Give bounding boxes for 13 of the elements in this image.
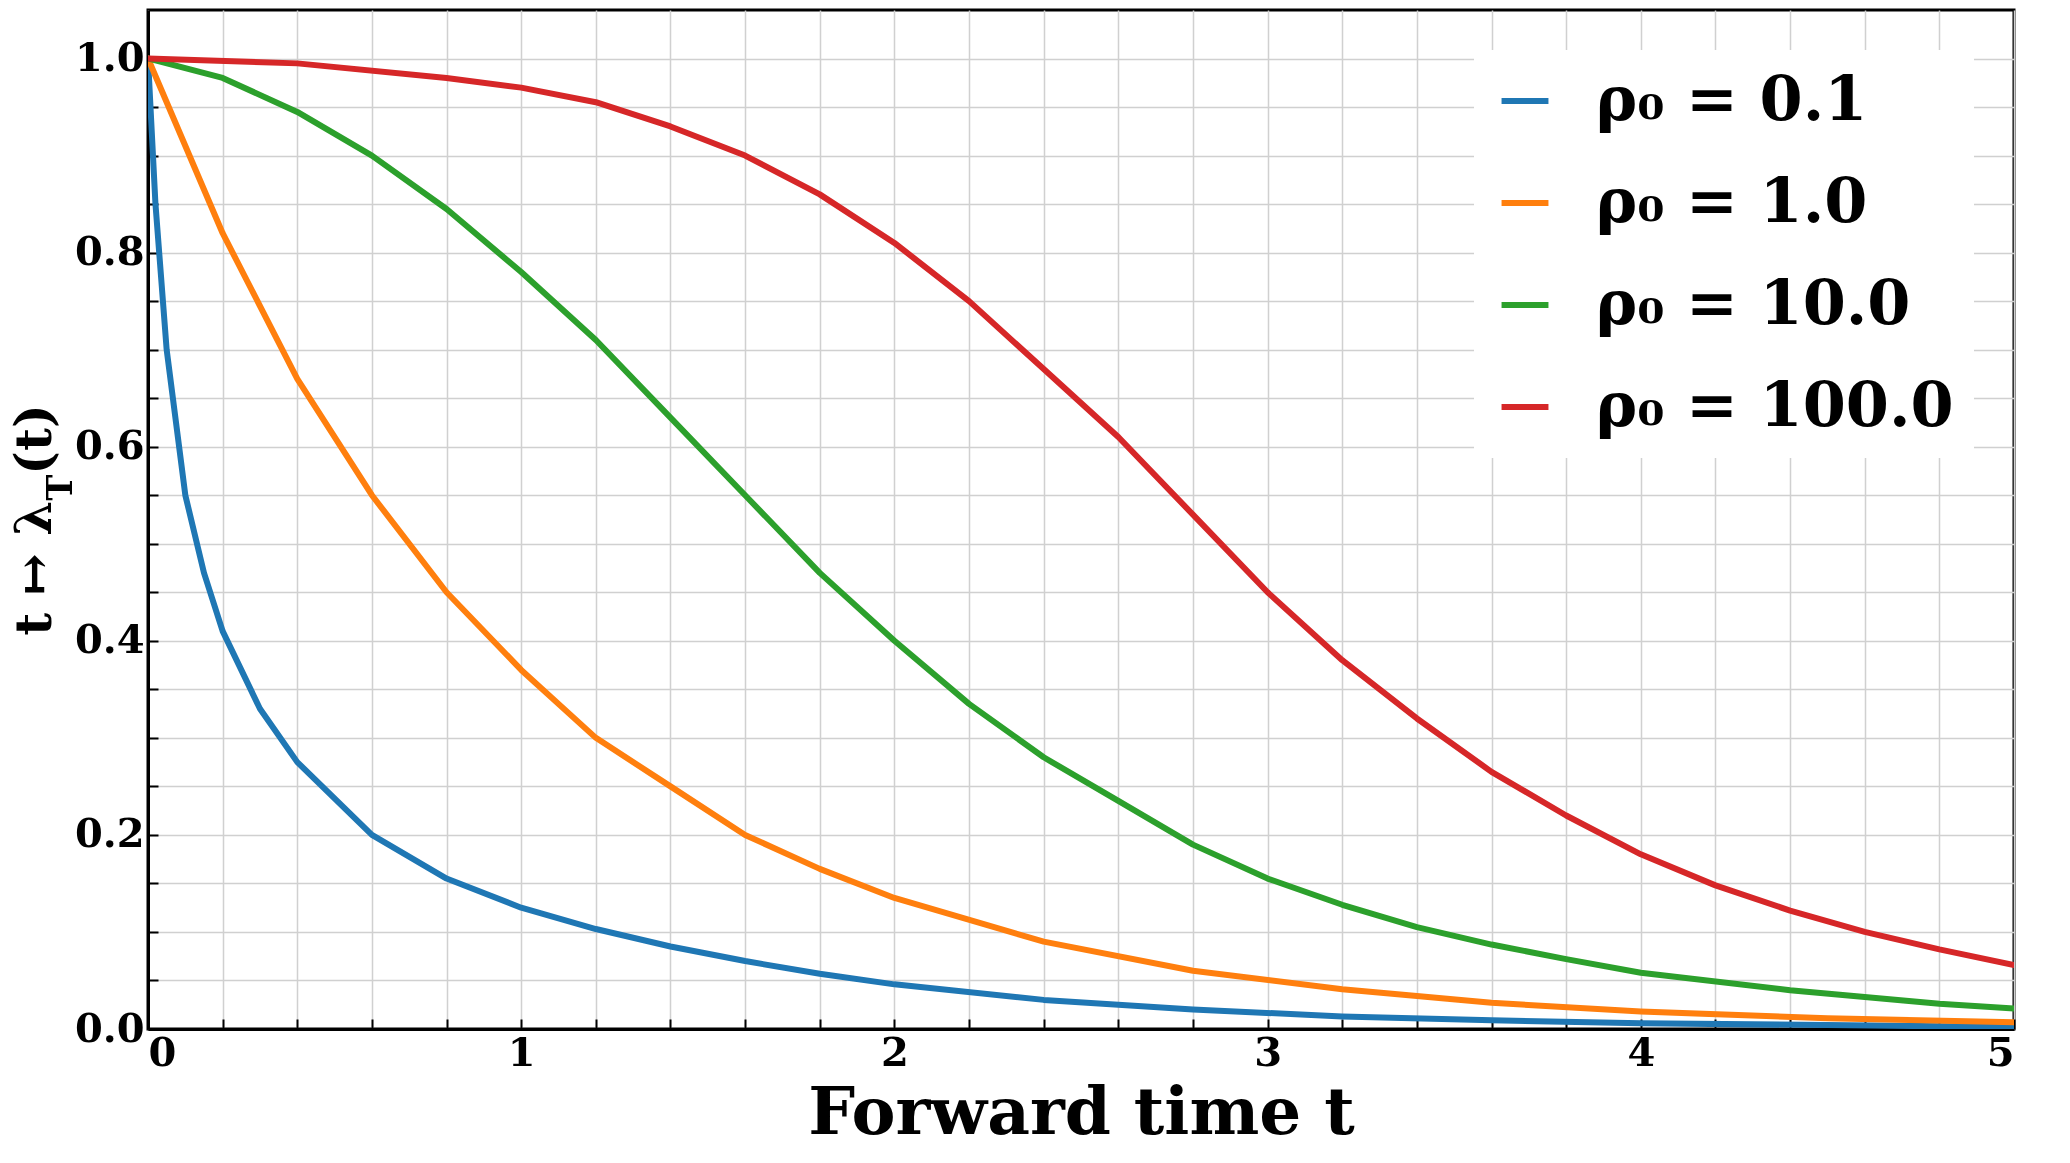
legend-label: ρ₀ = 0.1 <box>1596 62 1868 135</box>
legend-label: ρ₀ = 1.0 <box>1596 164 1868 237</box>
y-tick-label: 0.8 <box>74 227 145 275</box>
x-tick-label: 1 <box>507 1027 536 1075</box>
x-tick-label: 5 <box>1986 1027 2015 1075</box>
x-tick-label: 0 <box>148 1027 177 1075</box>
y-tick-label: 0.2 <box>74 809 145 857</box>
legend-label: ρ₀ = 10.0 <box>1596 266 1911 339</box>
y-tick-label: 0.6 <box>74 421 145 469</box>
legend-label: ρ₀ = 100.0 <box>1596 368 1954 441</box>
y-tick-label: 0.0 <box>74 1003 145 1051</box>
y-tick-label: 1.0 <box>74 33 145 81</box>
x-tick-label: 4 <box>1627 1027 1656 1075</box>
